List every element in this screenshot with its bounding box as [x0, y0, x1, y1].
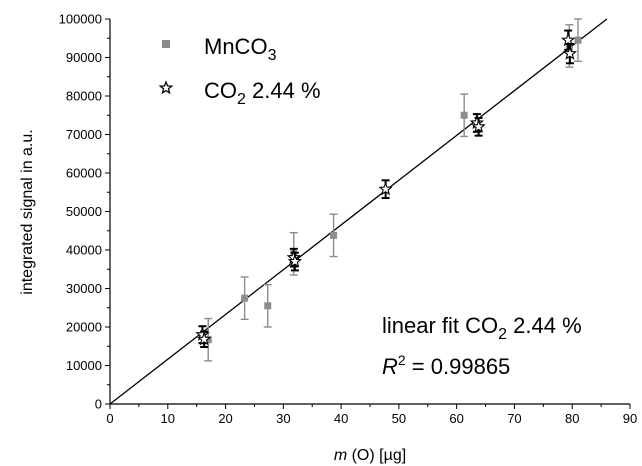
legend-entry-mnco3: MnCO3 — [162, 34, 277, 64]
y-tick-label: 0 — [95, 397, 102, 412]
legend-marker-star — [158, 80, 174, 95]
series-mnco3 — [204, 18, 582, 362]
data-point — [460, 93, 469, 138]
y-tick-label: 70000 — [66, 127, 102, 142]
y-tick-label: 50000 — [66, 204, 102, 219]
marker-star — [471, 119, 486, 133]
data-point — [471, 116, 486, 137]
data-point — [240, 276, 249, 320]
x-tick-label: 20 — [218, 411, 232, 426]
marker-square — [241, 294, 249, 302]
y-tick-label: 10000 — [66, 358, 102, 373]
marker-square — [460, 111, 468, 119]
y-tick-label: 60000 — [66, 166, 102, 181]
legend-entry-co2: CO2 2.44 % — [158, 78, 321, 108]
y-tick-label: 40000 — [66, 243, 102, 258]
y-axis-title: integrated signal in a.u. — [19, 129, 36, 294]
legend-label-co2: CO2 2.44 % — [204, 78, 321, 108]
marker-square — [264, 302, 272, 310]
marker-square — [204, 336, 212, 344]
data-point — [562, 43, 578, 65]
series-co2 — [195, 29, 578, 349]
marker-square — [330, 231, 338, 239]
legend-marker-square — [162, 40, 170, 48]
data-series — [195, 18, 582, 362]
marker-star — [197, 331, 212, 346]
y-tick-label: 30000 — [66, 281, 102, 296]
fit-line — [109, 18, 608, 405]
data-point — [263, 283, 272, 328]
x-tick-label: 50 — [392, 411, 406, 426]
data-point — [574, 18, 582, 63]
data-point — [204, 317, 213, 362]
legend: MnCO3 CO2 2.44 % — [158, 34, 321, 108]
data-point — [378, 179, 393, 200]
x-tick-label: 40 — [334, 411, 348, 426]
x-tick-label: 10 — [161, 411, 175, 426]
axes: 0 10 20 30 40 50 60 70 80 90 0 10000 20000 30000 40000… — [59, 12, 638, 427]
annotation-fit-label: linear fit CO2 2.44 % — [382, 313, 582, 343]
x-tick-label: 0 — [106, 411, 113, 426]
annotation-r-squared: R2 = 0.99865 — [382, 352, 510, 379]
data-point — [197, 330, 212, 349]
marker-square — [574, 36, 582, 44]
x-tick-label: 90 — [623, 411, 637, 426]
legend-label-mnco3: MnCO3 — [204, 34, 277, 64]
x-tick-label: 70 — [507, 411, 521, 426]
fit-line-layer — [109, 18, 608, 405]
data-point — [287, 251, 303, 272]
y-tick-label: 90000 — [66, 50, 102, 65]
x-tick-label: 80 — [565, 411, 579, 426]
x-axis-title: m (O) [µg] — [334, 447, 406, 464]
x-tick-label: 60 — [449, 411, 463, 426]
fit-annotation: linear fit CO2 2.44 % R2 = 0.99865 — [382, 313, 582, 379]
y-tick-label: 100000 — [59, 12, 102, 27]
x-tick-label: 30 — [276, 411, 290, 426]
data-point — [329, 213, 338, 258]
y-tick-label: 20000 — [66, 320, 102, 335]
marker-star — [562, 46, 578, 60]
marker-star — [561, 32, 576, 47]
marker-star — [378, 181, 393, 196]
marker-star — [287, 254, 303, 268]
y-tick-label: 80000 — [66, 89, 102, 104]
